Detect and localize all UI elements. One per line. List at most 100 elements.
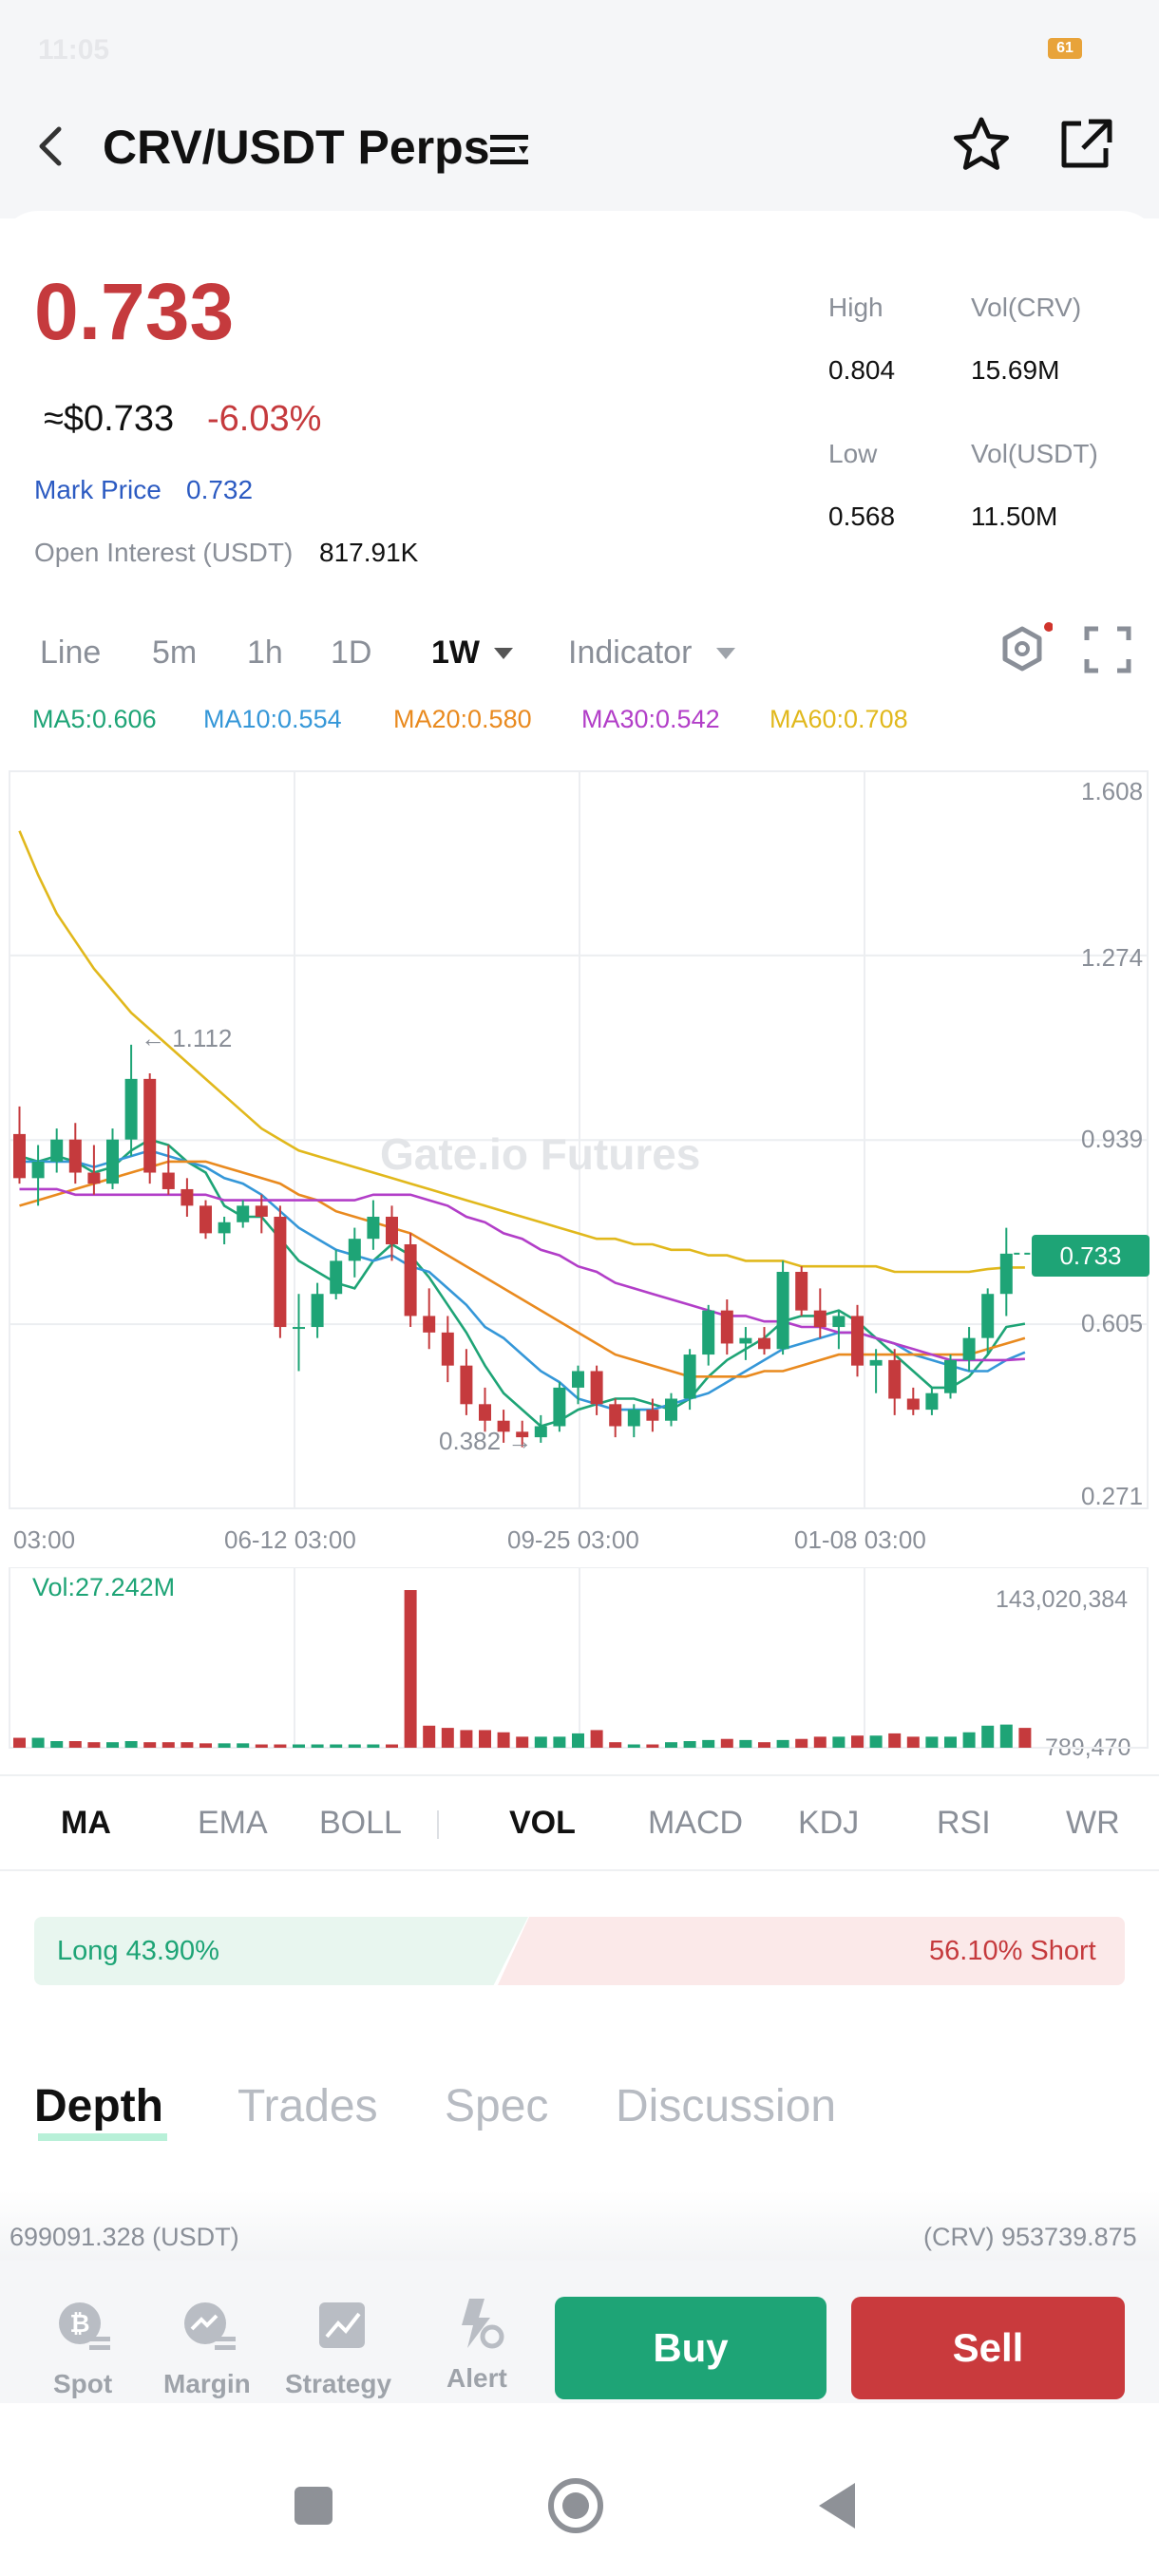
alert-icon[interactable]	[450, 2295, 507, 2354]
menu-list-icon[interactable]	[488, 129, 532, 171]
share-icon[interactable]	[1056, 116, 1115, 173]
open-interest-value: 817.91K	[319, 538, 419, 567]
candle	[293, 1294, 305, 1372]
indicator-tab-ma[interactable]: MA	[61, 1805, 111, 1841]
candle-body	[553, 1387, 566, 1427]
indicator-tab-kdj[interactable]: KDJ	[798, 1805, 860, 1841]
volume-bar	[106, 1742, 119, 1748]
low-label: Low	[828, 439, 878, 468]
indicator-tab-wr[interactable]: WR	[1066, 1805, 1120, 1841]
current-price-tag[interactable]: 0.733	[1032, 1235, 1150, 1277]
mark-price-label[interactable]: Mark Price	[34, 475, 162, 504]
sell-button[interactable]: Sell	[851, 2297, 1125, 2399]
candle	[68, 1123, 82, 1184]
divider	[0, 1869, 1159, 1871]
back-icon[interactable]	[28, 122, 74, 171]
candle-body	[274, 1216, 287, 1328]
tab-discussion[interactable]: Discussion	[616, 2081, 837, 2131]
chevron-down-icon[interactable]	[492, 646, 515, 661]
tab-depth[interactable]: Depth	[34, 2081, 163, 2131]
candle	[162, 1145, 175, 1195]
volume-bar	[609, 1742, 622, 1748]
volume-bar	[50, 1741, 64, 1748]
candle	[386, 1205, 398, 1261]
volume-bar	[31, 1737, 45, 1748]
volume-bar	[87, 1742, 101, 1748]
indicator-tab-ema[interactable]: EMA	[198, 1805, 268, 1841]
recent-apps-icon[interactable]	[293, 2485, 334, 2527]
candle-body	[87, 1172, 101, 1184]
nav-alert-label[interactable]: Alert	[446, 2363, 507, 2393]
mark-price-value: 0.732	[186, 475, 254, 504]
volume-bar	[68, 1741, 82, 1748]
candle-body	[851, 1316, 864, 1366]
candle-body	[13, 1133, 26, 1179]
open-interest-label: Open Interest (USDT)	[34, 538, 294, 567]
nav-spot-label[interactable]: Spot	[53, 2369, 113, 2398]
price-chart[interactable]	[0, 760, 1159, 1596]
long-ratio-label: Long 43.90%	[57, 1936, 219, 1966]
candle	[646, 1398, 659, 1432]
strategy-icon[interactable]	[315, 2299, 372, 2356]
volume-bar	[869, 1735, 883, 1748]
volume-bar	[572, 1733, 584, 1748]
ma30-label: MA30:0.542	[581, 705, 720, 733]
volume-bar	[925, 1736, 939, 1748]
ma-line-ma30	[19, 1187, 1025, 1362]
indicator-tab-boll[interactable]: BOLL	[319, 1805, 402, 1841]
candle-body	[124, 1078, 138, 1140]
candle	[627, 1404, 640, 1438]
candle	[534, 1414, 547, 1443]
indicator-tab-vol[interactable]: VOL	[509, 1805, 576, 1841]
fullscreen-icon[interactable]	[1083, 625, 1132, 674]
candle	[497, 1410, 510, 1443]
candle	[13, 1106, 26, 1184]
candle-body	[702, 1310, 715, 1355]
margin-icon[interactable]	[177, 2299, 241, 2356]
spot-icon[interactable]: ₿	[53, 2299, 114, 2356]
volume-bar	[739, 1739, 752, 1748]
nav-margin-label[interactable]: Margin	[163, 2369, 251, 2398]
tab-trades[interactable]: Trades	[238, 2081, 378, 2131]
candle	[981, 1288, 995, 1355]
home-icon[interactable]	[547, 2477, 604, 2534]
candle	[348, 1227, 361, 1278]
chevron-down-icon[interactable]	[714, 646, 737, 661]
candle-body	[646, 1410, 659, 1421]
indicator-tab-rsi[interactable]: RSI	[937, 1805, 991, 1841]
candle	[367, 1200, 380, 1250]
nav-strategy-label[interactable]: Strategy	[285, 2369, 392, 2398]
y-axis-label: 1.608	[1081, 777, 1144, 805]
tab-1d[interactable]: 1D	[331, 635, 372, 671]
candle	[516, 1420, 529, 1448]
volume-chart[interactable]	[0, 1567, 1159, 1776]
candle	[906, 1387, 920, 1415]
candle	[180, 1178, 194, 1217]
candle-body	[441, 1332, 454, 1366]
tab-spec[interactable]: Spec	[445, 2081, 549, 2131]
chart-settings-icon[interactable]	[996, 621, 1054, 678]
back-nav-icon[interactable]	[815, 2481, 859, 2530]
candle	[423, 1288, 436, 1350]
tab-5m[interactable]: 5m	[152, 635, 198, 671]
buy-button[interactable]: Buy	[555, 2297, 826, 2399]
tab-line[interactable]: Line	[40, 635, 102, 671]
volume-bar	[590, 1730, 603, 1748]
candle	[143, 1073, 157, 1184]
candle	[460, 1349, 473, 1415]
candle-body	[683, 1354, 696, 1399]
tab-1h[interactable]: 1h	[247, 635, 283, 671]
candle	[274, 1205, 287, 1338]
x-axis-label: 06-12 03:00	[224, 1525, 356, 1554]
candle-body	[795, 1272, 808, 1311]
indicator-tab-macd[interactable]: MACD	[648, 1805, 744, 1841]
ma60-label: MA60:0.708	[770, 705, 908, 733]
candle	[553, 1382, 566, 1432]
tab-1w[interactable]: 1W	[431, 635, 480, 671]
page-title[interactable]: CRV/USDT Perps	[103, 121, 490, 174]
candle	[832, 1310, 846, 1350]
favorite-star-icon[interactable]	[952, 116, 1011, 173]
candle	[124, 1044, 138, 1157]
candle	[888, 1349, 902, 1415]
tab-indicator[interactable]: Indicator	[568, 635, 693, 671]
